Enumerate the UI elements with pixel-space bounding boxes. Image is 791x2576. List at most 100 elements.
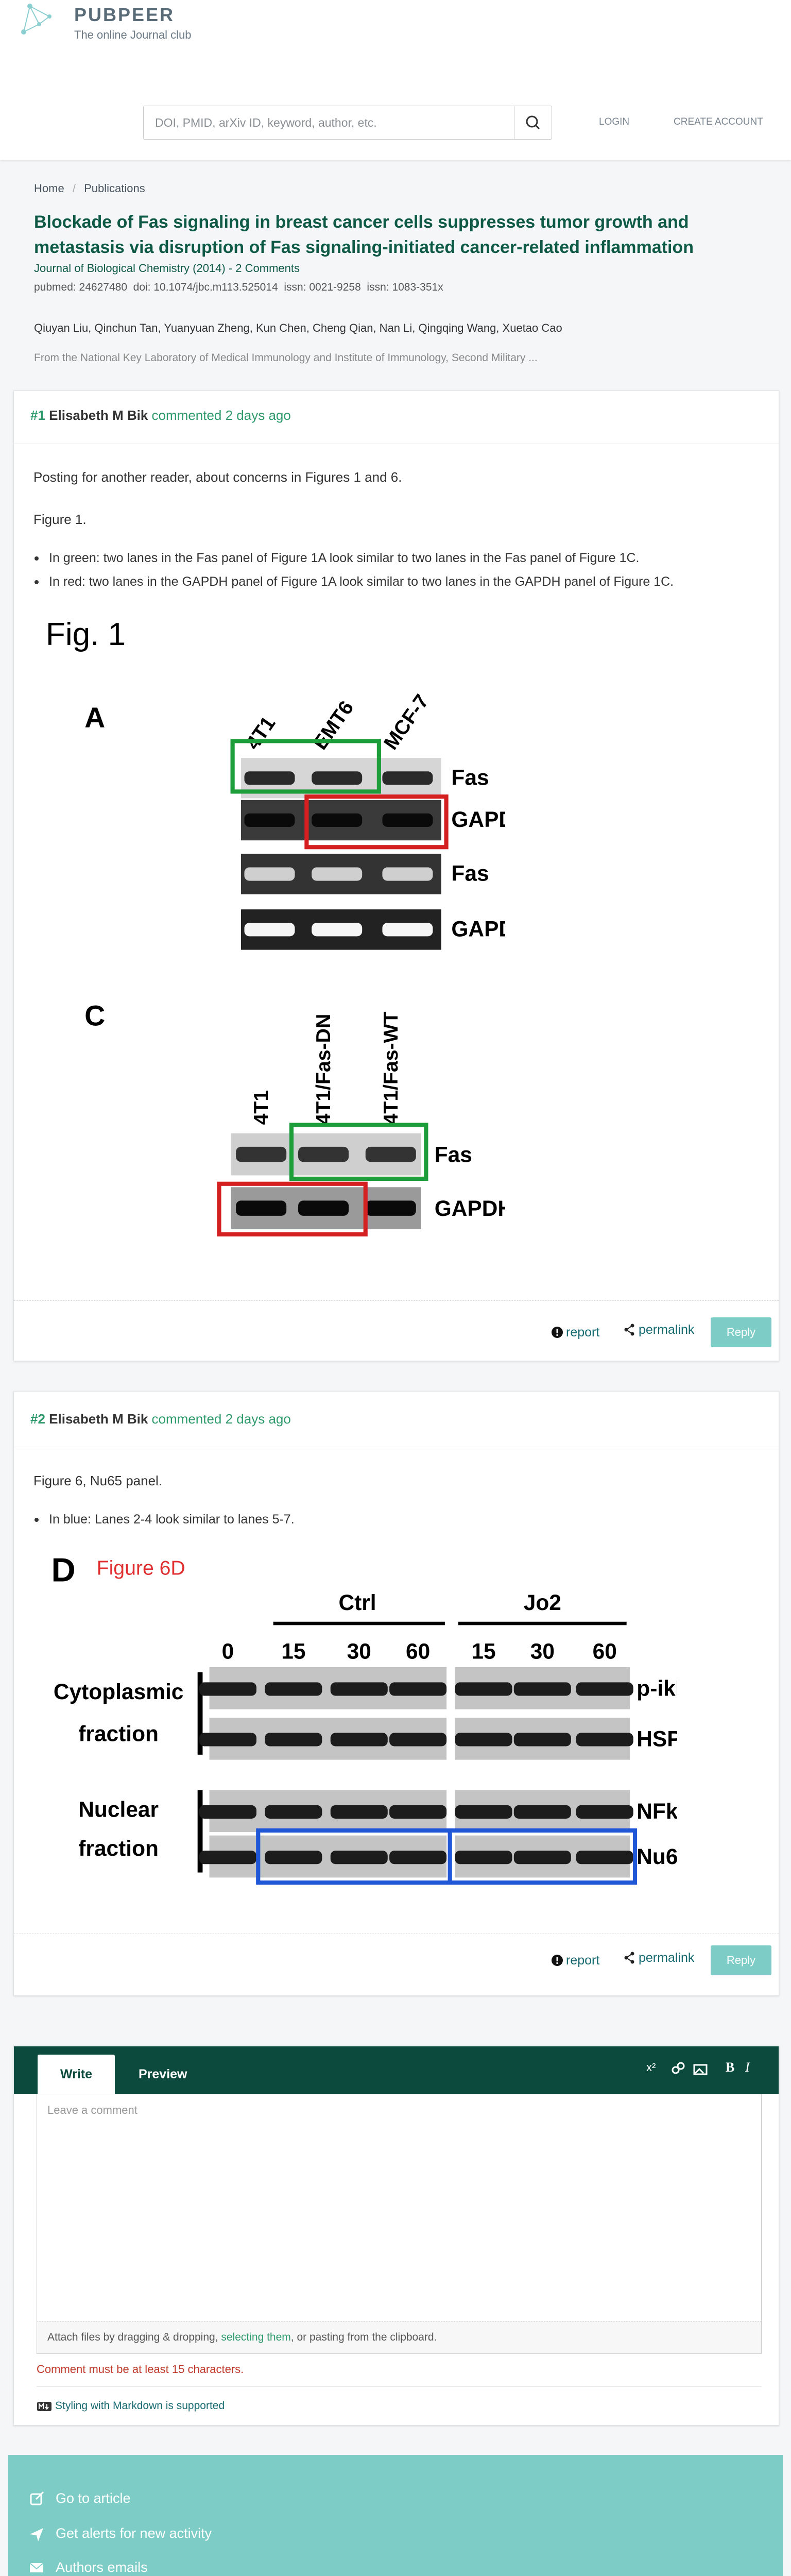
fraction-label: Nuclear <box>78 1798 159 1822</box>
panel-label: A <box>84 702 105 734</box>
blot-band <box>330 1851 388 1865</box>
breadcrumb-item[interactable]: Publications <box>84 182 145 195</box>
fraction-label: fraction <box>78 1722 159 1746</box>
tool-bold[interactable]: B <box>726 2060 735 2075</box>
tab-write[interactable]: Write <box>38 2055 115 2094</box>
figure-image: Fig. 1 A 4T1 EMT6 MCF-7 Fas GAPDH Fas GAPDH C 4T1 4… <box>34 606 505 1280</box>
comment-paragraph: Figure 1. <box>33 512 87 527</box>
blot-band <box>389 1805 447 1819</box>
share-node <box>630 1960 634 1964</box>
report-link[interactable]: report <box>566 1325 600 1340</box>
blot-band <box>389 1851 447 1865</box>
blot-band <box>576 1733 633 1747</box>
blot-band <box>455 1805 512 1819</box>
reply-button[interactable]: Reply <box>711 1945 771 1975</box>
logo[interactable]: PUBPEER <box>74 4 175 25</box>
markdown-link[interactable]: Styling with Markdown is supported <box>55 2400 225 2412</box>
row-label: Fas <box>451 861 489 886</box>
blot-band <box>244 923 295 937</box>
comment-bullet: In red: two lanes in the GAPDH panel of … <box>34 574 674 589</box>
comment-bullet: In green: two lanes in the Fas panel of … <box>34 551 640 565</box>
blot-band <box>382 813 433 827</box>
report-icon-mark <box>556 1962 558 1964</box>
blot-band <box>312 813 363 827</box>
panel-label: D <box>51 1551 75 1588</box>
publication-title[interactable]: Blockade of Fas signaling in breast canc… <box>34 212 694 257</box>
blot-band <box>382 923 433 937</box>
search-placeholder: DOI, PMID, arXiv ID, keyword, author, et… <box>155 116 377 129</box>
search-button[interactable] <box>514 106 552 140</box>
highlight-box <box>289 1123 428 1181</box>
tool-icons[interactable] <box>670 2061 717 2079</box>
error-message: Comment must be at least 15 characters. <box>37 2363 244 2376</box>
lane-label: 30 <box>347 1639 371 1664</box>
tool-italic[interactable]: I <box>745 2060 750 2075</box>
search-box[interactable]: DOI, PMID, arXiv ID, keyword, author, et… <box>143 106 515 140</box>
sidebar-link[interactable]: Authors emails <box>56 2560 148 2575</box>
blot-band <box>576 1682 633 1696</box>
reply-button[interactable]: Reply <box>711 1317 771 1347</box>
panel-label: C <box>84 1000 105 1032</box>
nav-login[interactable]: LOGIN <box>599 116 630 127</box>
comment-author[interactable]: Elisabeth M Bik <box>49 408 148 423</box>
row-label: p-ikB <box>637 1676 677 1701</box>
tool-superscript[interactable]: x² <box>646 2061 656 2074</box>
tab-preview[interactable]: Preview <box>139 2067 187 2081</box>
blot-band <box>330 1682 388 1696</box>
sidebar-link[interactable]: Get alerts for new activity <box>56 2526 212 2541</box>
blot-band <box>236 1146 287 1162</box>
lane-label: 60 <box>593 1639 617 1664</box>
comment-author[interactable]: Elisabeth M Bik <box>49 1411 148 1427</box>
lane-label: MCF-7 <box>380 690 433 754</box>
blot-band <box>244 771 295 785</box>
report-link[interactable]: report <box>566 1953 600 1968</box>
highlight-box <box>256 1828 638 1885</box>
comment-header: #2 Elisabeth M Bik commented 2 days ago <box>30 1411 291 1427</box>
comment-meta: commented 2 days ago <box>151 1411 291 1427</box>
attach-text: Attach files by dragging & dropping, <box>47 2331 221 2343</box>
blot-band <box>265 1805 322 1819</box>
nav-create-account[interactable]: CREATE ACCOUNT <box>674 116 763 127</box>
blot-band <box>199 1682 256 1696</box>
divider <box>14 1300 779 1301</box>
publication-authors: Qiuyan Liu, Qinchun Tan, Yuanyuan Zheng,… <box>34 321 562 334</box>
editor-header <box>14 2046 779 2094</box>
comment-meta: commented 2 days ago <box>151 408 291 423</box>
blot-band <box>244 867 295 881</box>
blot-band <box>312 867 363 881</box>
publication-journal: Journal of Biological Chemistry (2014) -… <box>34 262 300 275</box>
permalink-link[interactable]: permalink <box>639 1951 695 1965</box>
blot-band <box>513 1805 571 1819</box>
publication-affiliation: From the National Key Laboratory of Medi… <box>34 352 538 364</box>
sidebar-link[interactable]: Go to article <box>56 2490 131 2506</box>
lane-label: EMT6 <box>309 697 358 754</box>
lane-label: 60 <box>406 1639 430 1664</box>
attach-link[interactable]: selecting them <box>221 2331 291 2343</box>
comment-textarea[interactable]: Leave a comment <box>37 2094 762 2321</box>
group-label: Ctrl <box>338 1590 376 1615</box>
blot-band <box>576 1851 633 1865</box>
highlight-box <box>217 1181 368 1236</box>
attach-bar: Attach files by dragging & dropping, sel… <box>37 2321 762 2354</box>
comment-paragraph: Posting for another reader, about concer… <box>33 469 402 485</box>
share-node <box>624 1328 628 1332</box>
lane-label: 0 <box>222 1639 234 1664</box>
blot-band <box>298 1200 349 1216</box>
comment-bullet: In blue: Lanes 2-4 look similar to lanes… <box>35 1512 295 1527</box>
breadcrumb-item[interactable]: Home <box>34 182 64 195</box>
report-icon-mark <box>556 1329 558 1333</box>
row-label: NFkBp65 <box>637 1799 677 1823</box>
lane-label: 4T1 <box>242 713 280 754</box>
comment-paragraph: Figure 6, Nu65 panel. <box>33 1473 163 1488</box>
comment-number: #1 <box>30 408 45 423</box>
permalink-link[interactable]: permalink <box>639 1323 695 1337</box>
lane-label: 15 <box>471 1639 495 1664</box>
blot-band <box>199 1733 256 1747</box>
blot-band <box>513 1851 571 1865</box>
blot-band <box>455 1733 512 1747</box>
blot-band <box>312 923 363 937</box>
share-node <box>630 1952 634 1956</box>
blot-band <box>365 1200 416 1216</box>
blot-band <box>365 1146 416 1162</box>
